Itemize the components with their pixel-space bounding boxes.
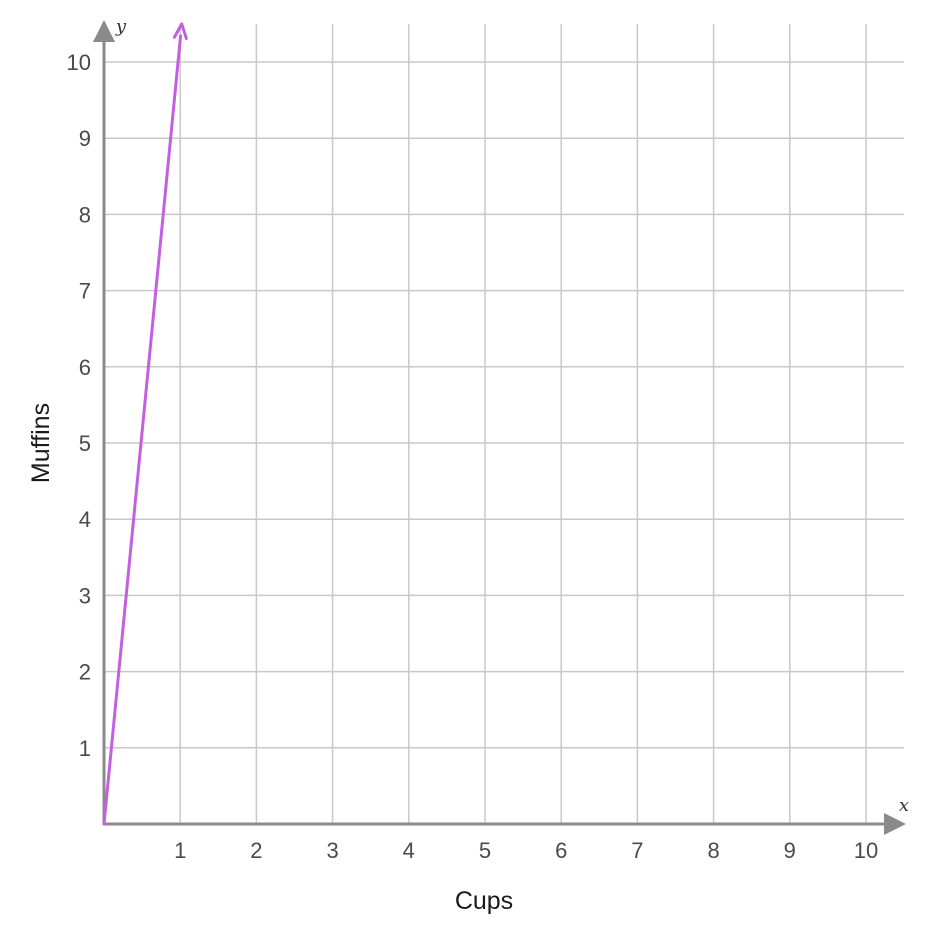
x-tick-label: 3 bbox=[326, 838, 338, 863]
y-tick-label: 7 bbox=[79, 279, 91, 304]
axes bbox=[93, 20, 906, 835]
x-tick-label: 5 bbox=[479, 838, 491, 863]
series-arrow-icon bbox=[172, 22, 188, 40]
y-tick-label: 1 bbox=[79, 736, 91, 761]
y-tick-label: 8 bbox=[79, 202, 91, 227]
y-axis-symbol: y bbox=[115, 16, 127, 37]
x-tick-label: 4 bbox=[403, 838, 415, 863]
series-line bbox=[102, 34, 183, 826]
x-axis-title: Cups bbox=[455, 887, 513, 915]
x-tick-label: 8 bbox=[707, 838, 719, 863]
y-tick-label: 2 bbox=[79, 660, 91, 685]
grid bbox=[104, 24, 904, 824]
x-tick-label: 7 bbox=[631, 838, 643, 863]
x-axis-symbol: x bbox=[899, 795, 909, 816]
y-tick-label: 6 bbox=[79, 355, 91, 380]
y-tick-label: 4 bbox=[79, 507, 91, 532]
tick-labels: 1 2 3 4 5 6 7 8 9 10 1 2 3 4 5 6 7 8 9 10 bbox=[67, 50, 879, 863]
y-tick-label: 5 bbox=[79, 431, 91, 456]
y-tick-label: 9 bbox=[79, 126, 91, 151]
x-axis-arrow-icon bbox=[884, 813, 906, 835]
y-tick-label: 10 bbox=[67, 50, 91, 75]
x-tick-label: 2 bbox=[250, 838, 262, 863]
x-tick-label: 10 bbox=[854, 838, 878, 863]
y-tick-label: 3 bbox=[79, 583, 91, 608]
x-tick-label: 9 bbox=[784, 838, 796, 863]
x-tick-label: 1 bbox=[174, 838, 186, 863]
x-tick-label: 6 bbox=[555, 838, 567, 863]
series bbox=[102, 22, 188, 826]
y-axis-arrow-icon bbox=[93, 20, 115, 42]
y-axis-title: Muffins bbox=[27, 403, 55, 483]
